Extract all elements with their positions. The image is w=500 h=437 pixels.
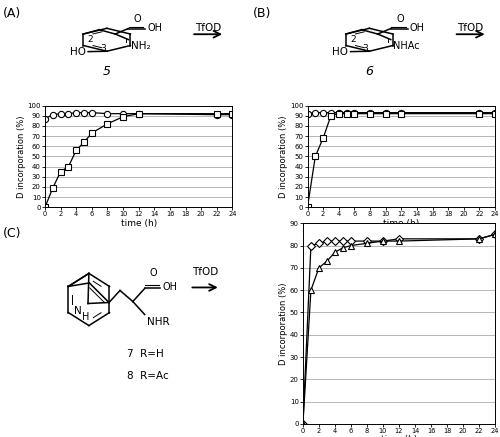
Text: TfOD: TfOD xyxy=(458,23,484,33)
Text: (C): (C) xyxy=(2,227,21,240)
Text: OH: OH xyxy=(410,23,425,33)
Text: 3: 3 xyxy=(100,44,106,53)
Text: (A): (A) xyxy=(2,7,21,20)
Text: OH: OH xyxy=(148,23,162,33)
Text: HO: HO xyxy=(70,47,86,57)
Text: HO: HO xyxy=(332,47,348,57)
Text: 8  R=Ac: 8 R=Ac xyxy=(128,371,169,381)
Text: (B): (B) xyxy=(252,7,271,20)
Text: H: H xyxy=(82,312,89,322)
Text: O: O xyxy=(134,14,141,24)
Text: 6: 6 xyxy=(366,65,374,78)
Y-axis label: D incorporation (%): D incorporation (%) xyxy=(280,115,288,198)
Y-axis label: D incorporation (%): D incorporation (%) xyxy=(17,115,26,198)
Text: O: O xyxy=(396,14,404,24)
Text: 3: 3 xyxy=(362,44,368,53)
Text: 2: 2 xyxy=(350,35,356,44)
Text: O: O xyxy=(149,268,156,278)
Text: 5: 5 xyxy=(103,65,111,78)
Text: 7  R=H: 7 R=H xyxy=(128,349,164,359)
X-axis label: time (h): time (h) xyxy=(120,219,157,228)
Text: OH: OH xyxy=(162,282,177,292)
Text: 2: 2 xyxy=(88,35,94,44)
Text: NHR: NHR xyxy=(146,316,169,326)
X-axis label: time (h): time (h) xyxy=(383,219,420,228)
Y-axis label: D incorporation (%): D incorporation (%) xyxy=(280,282,288,365)
Text: NHAc: NHAc xyxy=(393,41,419,51)
Text: TfOD: TfOD xyxy=(195,23,221,33)
Text: N: N xyxy=(74,305,82,316)
X-axis label: time (h): time (h) xyxy=(381,435,417,437)
Text: NH₂: NH₂ xyxy=(130,41,150,51)
Text: TfOD: TfOD xyxy=(192,267,218,277)
